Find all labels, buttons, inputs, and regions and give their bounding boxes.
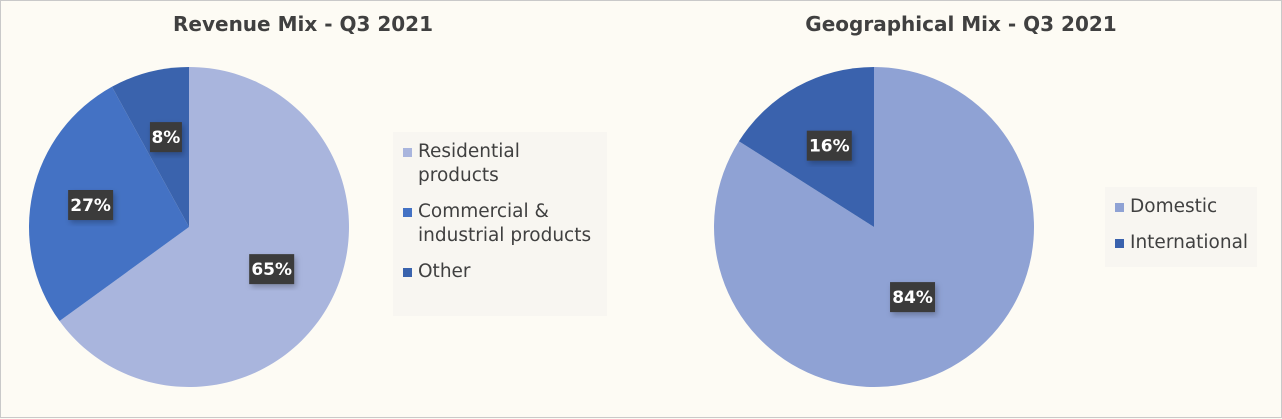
data-label-text: 65% — [251, 260, 292, 280]
legend-swatch-domestic — [1115, 203, 1124, 212]
legend-item-commercial: Commercial & industrial products — [403, 200, 597, 248]
legend-swatch-other — [403, 268, 412, 277]
legend-label-residential: Residential products — [418, 141, 520, 186]
data-label-text: 8% — [151, 128, 180, 148]
data-label-domestic: 84% — [890, 282, 936, 313]
revenue-legend: Residential products Commercial & indust… — [393, 132, 607, 316]
legend-item-international: International — [1115, 231, 1249, 255]
geographical-mix-title: Geographical Mix - Q3 2021 — [805, 12, 1116, 36]
slice-residential — [59, 67, 349, 387]
data-label-text: 16% — [809, 137, 850, 157]
data-label-text: 27% — [70, 196, 111, 216]
data-label-residential: 65% — [249, 254, 295, 285]
data-label-box — [806, 130, 852, 161]
data-label-text: 84% — [892, 288, 933, 308]
legend-item-residential: Residential products — [403, 140, 597, 188]
geo-legend: Domestic International — [1105, 187, 1257, 267]
legend-item-other: Other — [403, 260, 597, 284]
legend-item-domestic: Domestic — [1115, 195, 1247, 219]
legend-swatch-international — [1115, 239, 1124, 248]
slice-international — [738, 67, 874, 227]
data-label-box — [249, 254, 295, 285]
data-label-box — [149, 122, 182, 153]
legend-swatch-residential — [403, 148, 412, 157]
legend-label-commercial: Commercial & industrial products — [418, 201, 592, 246]
slice-domestic — [714, 67, 1035, 388]
legend-swatch-commercial — [403, 208, 412, 217]
legend-label-domestic: Domestic — [1130, 196, 1218, 217]
legend-label-other: Other — [418, 261, 471, 282]
data-label-commercial: 27% — [68, 190, 114, 221]
data-label-international: 16% — [806, 130, 852, 161]
revenue-pie — [28, 67, 349, 387]
geo-pie — [714, 67, 1035, 388]
data-label-box — [890, 282, 936, 313]
legend-label-international: International — [1130, 232, 1249, 253]
revenue-mix-title: Revenue Mix - Q3 2021 — [173, 12, 433, 36]
data-label-other: 8% — [149, 122, 182, 153]
data-label-box — [68, 190, 114, 221]
